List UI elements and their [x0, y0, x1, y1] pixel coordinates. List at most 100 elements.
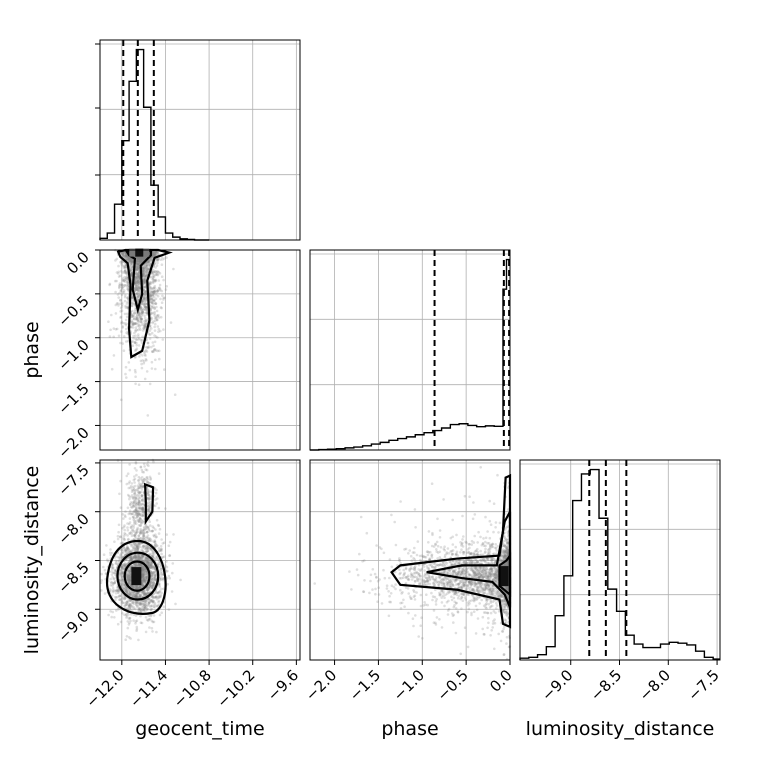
sample-point	[136, 488, 140, 491]
sample-point	[144, 311, 147, 315]
sample-point	[134, 282, 138, 285]
sample-point	[125, 285, 129, 288]
sample-point	[156, 258, 159, 262]
sample-point	[142, 297, 145, 300]
sample-point	[155, 630, 158, 634]
sample-point	[150, 290, 154, 294]
sample-point	[122, 517, 125, 520]
sample-point	[153, 310, 156, 314]
sample-point	[124, 510, 127, 513]
sample-point	[136, 328, 140, 332]
sample-point	[146, 530, 149, 534]
sample-point	[109, 328, 112, 332]
sample-point	[125, 253, 128, 257]
sample-point	[149, 294, 153, 298]
sample-point	[137, 266, 140, 270]
sample-point	[150, 604, 154, 607]
sample-point	[152, 350, 155, 354]
sample-point	[136, 318, 139, 321]
sample-point	[120, 293, 124, 297]
sample-point	[147, 464, 150, 468]
sample-point	[143, 270, 147, 274]
sample-point	[130, 272, 133, 275]
sample-point	[143, 279, 147, 283]
sample-point	[143, 280, 147, 283]
sample-point	[145, 299, 148, 303]
sample-point	[117, 275, 121, 278]
sample-point	[150, 271, 154, 275]
sample-point	[143, 351, 146, 354]
sample-point	[136, 288, 139, 292]
sample-point	[140, 548, 143, 552]
sample-point	[173, 393, 177, 397]
sample-point	[151, 253, 155, 257]
sample-point	[143, 377, 147, 381]
sample-point	[129, 266, 132, 270]
sample-point	[136, 263, 140, 267]
sample-point	[119, 316, 122, 319]
sample-point	[144, 322, 148, 326]
sample-point	[134, 281, 137, 284]
sample-point	[156, 259, 159, 262]
sample-point	[122, 266, 126, 270]
sample-point	[156, 289, 159, 292]
sample-point	[143, 547, 147, 551]
sample-point	[137, 256, 141, 259]
sample-point	[150, 271, 154, 274]
sample-point	[136, 319, 140, 323]
sample-point	[153, 284, 157, 288]
sample-point	[134, 375, 137, 379]
sample-point	[140, 321, 144, 325]
sample-point	[137, 312, 140, 316]
sample-point	[136, 257, 140, 261]
sample-point	[146, 262, 149, 266]
sample-point	[130, 325, 133, 329]
sample-point	[142, 298, 145, 302]
sample-point	[149, 301, 152, 304]
sample-point	[144, 306, 148, 309]
sample-point	[154, 278, 158, 282]
sample-point	[159, 258, 162, 262]
sample-point	[113, 568, 116, 572]
sample-point	[136, 266, 140, 269]
sample-point	[150, 298, 154, 302]
sample-point	[157, 286, 161, 290]
sample-point	[127, 284, 130, 288]
sample-point	[100, 579, 103, 582]
sample-point	[157, 330, 160, 334]
sample-point	[126, 280, 129, 284]
sample-point	[138, 293, 142, 297]
sample-point	[118, 286, 121, 290]
sample-point	[123, 299, 127, 303]
sample-point	[137, 287, 140, 290]
sample-point	[132, 607, 135, 610]
sample-point	[136, 263, 139, 266]
sample-point	[151, 273, 154, 276]
sample-point	[124, 254, 128, 257]
sample-point	[139, 259, 142, 262]
sample-point	[146, 460, 150, 464]
sample-point	[143, 304, 146, 308]
sample-point	[144, 326, 147, 330]
sample-point	[123, 528, 126, 532]
sample-point	[162, 605, 166, 608]
sample-point	[154, 358, 157, 362]
sample-point	[120, 600, 124, 603]
sample-point	[137, 277, 140, 281]
sample-point	[145, 268, 148, 272]
sample-point	[135, 469, 138, 472]
sample-point	[122, 252, 125, 256]
sample-point	[114, 328, 118, 331]
sample-point	[136, 280, 140, 283]
sample-point	[127, 486, 131, 490]
sample-point	[158, 613, 162, 617]
sample-point	[159, 297, 162, 301]
sample-point	[134, 522, 138, 525]
sample-point	[155, 305, 158, 309]
sample-point	[142, 275, 146, 279]
sample-point	[153, 252, 156, 256]
sample-point	[159, 544, 163, 548]
sample-point	[126, 526, 129, 529]
sample-point	[155, 309, 159, 313]
sample-point	[142, 256, 146, 260]
